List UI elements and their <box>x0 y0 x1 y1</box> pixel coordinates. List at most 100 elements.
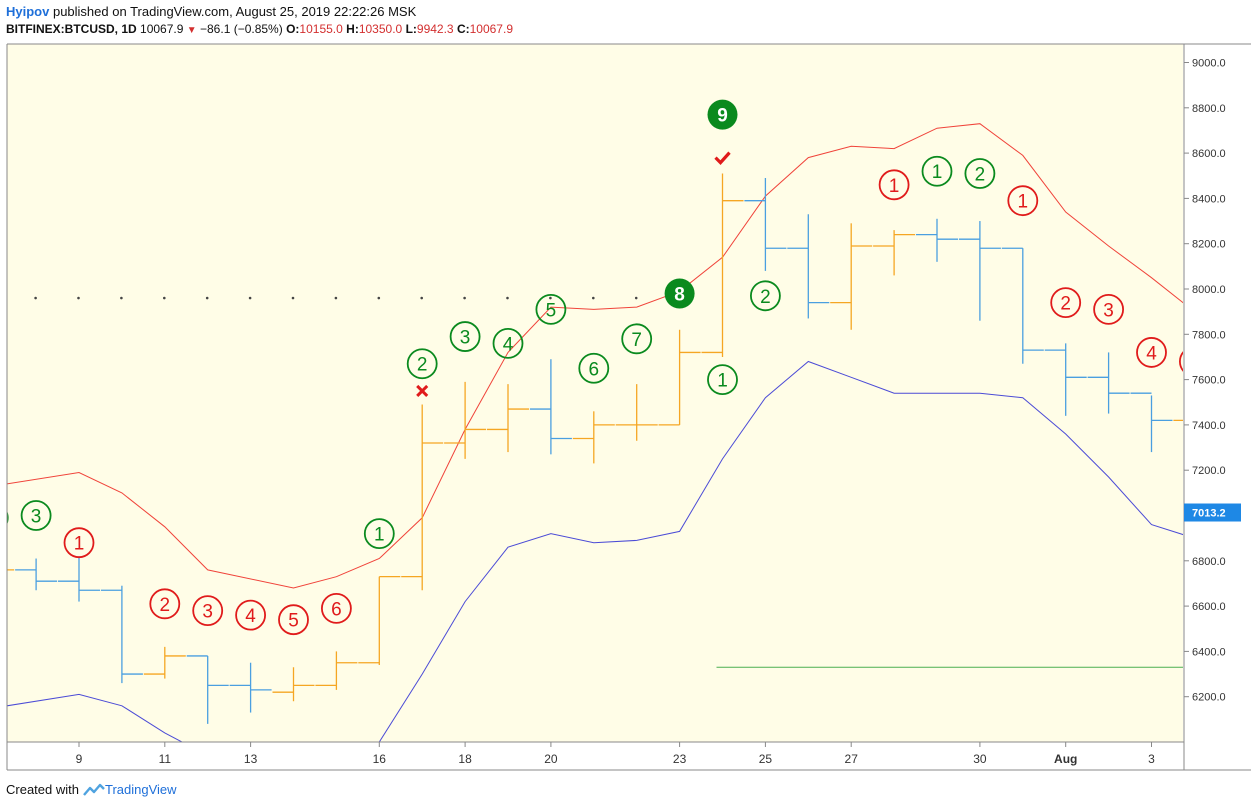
sequential-count: 3 <box>1093 293 1124 325</box>
x-tick-label: 11 <box>159 752 172 766</box>
ohlc-bar[interactable] <box>615 384 658 441</box>
ohlc-bar[interactable] <box>958 221 1001 321</box>
tradingview-link[interactable]: TradingView <box>83 782 177 797</box>
ohlc-legend: BITFINEX:BTCUSD, 1D 10067.9 ▼ −86.1 (−0.… <box>6 22 513 36</box>
count-ring <box>578 352 610 384</box>
ohlc-bar[interactable] <box>143 646 186 679</box>
y-tick-label: 7200.0 <box>1192 465 1226 477</box>
count-label: 2 <box>160 595 171 616</box>
x-tick-label: 25 <box>759 752 773 766</box>
close-label: C: <box>456 22 470 36</box>
ohlc-bar[interactable] <box>744 178 787 271</box>
ohlc-bar[interactable] <box>100 585 143 684</box>
x-tick-label: 13 <box>244 752 258 766</box>
count-ring <box>621 323 653 355</box>
ohlc-bar[interactable] <box>873 230 916 276</box>
x-tick-label: 16 <box>373 752 387 766</box>
level-dot <box>506 296 509 300</box>
y-tick-label: 8400.0 <box>1192 193 1226 205</box>
ohlc-bar[interactable] <box>916 218 958 262</box>
ohlc-bar[interactable] <box>358 576 401 665</box>
ohlc-bar[interactable] <box>229 662 272 713</box>
level-dot <box>120 296 123 300</box>
sequential-count: 9 <box>707 99 738 130</box>
sequential-count: 5 <box>278 604 309 636</box>
ohlc-bar[interactable] <box>701 173 744 357</box>
count-ring <box>535 293 567 325</box>
level-dot <box>163 296 166 300</box>
count-ring <box>363 518 395 550</box>
bands-layer <box>7 123 1183 742</box>
publish-text: published on TradingView.com, August 25,… <box>52 4 417 19</box>
count-label: 5 <box>546 300 557 321</box>
y-tick-label: 7800.0 <box>1192 329 1226 341</box>
x-tick-label: 30 <box>973 752 987 766</box>
x-axis[interactable]: 9 11 13 16 18 20 23 25 27 30 Aug 3 <box>76 742 1156 766</box>
y-tick-label: 6800.0 <box>1192 556 1226 568</box>
ohlc-bar[interactable] <box>272 667 315 702</box>
ohlc-bar[interactable] <box>1001 247 1044 364</box>
count-ring <box>1136 337 1167 368</box>
ohlc-bar[interactable] <box>1173 418 1215 422</box>
count-ring <box>1050 287 1082 318</box>
y-tick-label: 6600.0 <box>1192 601 1226 613</box>
level-dot <box>463 296 466 300</box>
ohlc-bar[interactable] <box>1044 343 1087 416</box>
count-ring <box>192 595 224 627</box>
count-ring <box>63 527 95 559</box>
count-ring <box>235 599 267 631</box>
ohlc-bar[interactable] <box>487 384 529 453</box>
sequential-count: 4 <box>235 599 267 631</box>
y-axis[interactable]: 9000.0 8800.0 8600.0 8400.0 8200.0 8000.0 7800… <box>1184 58 1226 704</box>
ohlc-bar[interactable] <box>58 556 100 602</box>
level-dot <box>334 296 338 300</box>
sequential-counts-layer: 2 3 1 2 3 4 5 6 1 2 3 4 5 6 7 8 1 9 2 1 1 2 1 2 3 4 <box>7 99 1183 636</box>
count-ring <box>707 364 738 396</box>
footer: Created with TradingView <box>6 782 177 797</box>
sequential-count: 2 <box>149 588 181 620</box>
sequential-count: 2 <box>750 280 781 312</box>
ohlc-bar[interactable] <box>186 655 229 724</box>
count-ring <box>964 158 996 189</box>
count-ring <box>1007 185 1039 217</box>
ohlc-bar[interactable] <box>0 569 15 584</box>
ohlc-bar[interactable] <box>1087 352 1130 414</box>
level-dot <box>592 296 595 300</box>
sequential-count: 3 <box>20 500 52 531</box>
level-dot <box>634 296 638 300</box>
x-tick-label: 18 <box>458 752 472 766</box>
ohlc-bar[interactable] <box>787 214 830 319</box>
count-ring <box>406 348 438 380</box>
plot-area[interactable] <box>7 44 1183 742</box>
ohlc-bar[interactable] <box>401 404 444 591</box>
close-value: 10067.9 <box>469 22 513 36</box>
count-label: 9 <box>717 106 728 127</box>
levels-layer <box>34 296 1183 668</box>
ohlc-bar[interactable] <box>15 558 58 591</box>
count-ring <box>1179 351 1183 372</box>
count-label: 2 <box>760 287 771 308</box>
x-tick-label: 23 <box>673 752 687 766</box>
level-dot <box>248 296 252 300</box>
ohlc-bar[interactable] <box>658 329 701 426</box>
ohlc-bar[interactable] <box>444 381 487 459</box>
symbol-label: BITFINEX:BTCUSD, 1D <box>6 22 137 36</box>
sequential-count: 1 <box>363 518 395 550</box>
count-badge <box>707 99 738 130</box>
ohlc-bar[interactable] <box>315 651 358 690</box>
lower-band-line <box>7 360 1183 742</box>
sequential-count: 4 <box>1136 337 1167 368</box>
count-label: 6 <box>589 359 600 380</box>
author-link[interactable]: Hyipov <box>6 4 50 19</box>
y-tick-label: 8200.0 <box>1192 239 1226 251</box>
ohlc-bar[interactable] <box>572 411 615 464</box>
count-label: 3 <box>202 602 213 623</box>
ohlc-bar[interactable] <box>1130 392 1173 453</box>
sequential-count <box>1179 351 1183 372</box>
ohlc-bar[interactable] <box>830 223 873 330</box>
sequential-count: 1 <box>878 169 910 201</box>
ohlc-bar[interactable] <box>529 359 572 455</box>
count-ring <box>320 592 352 624</box>
count-ring <box>7 510 9 525</box>
